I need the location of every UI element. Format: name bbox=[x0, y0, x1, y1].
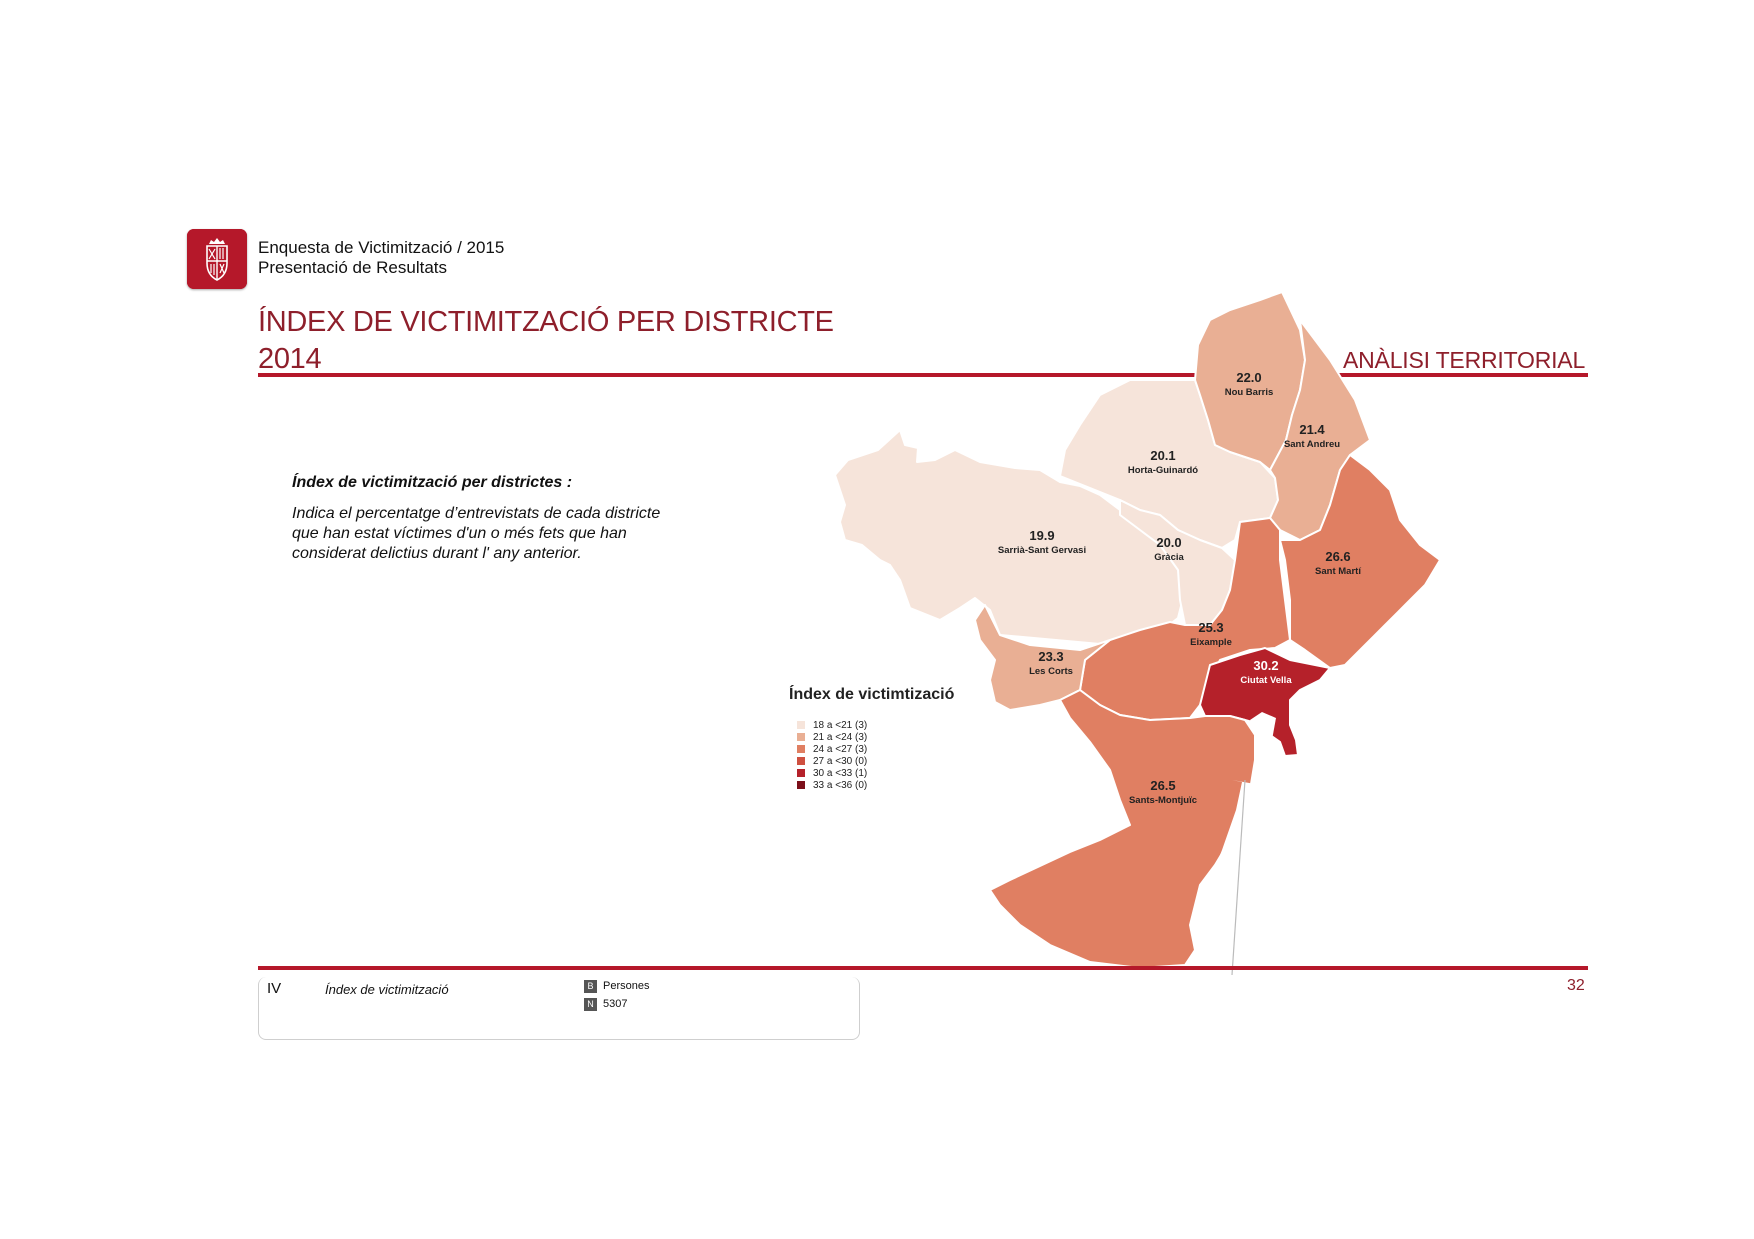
footer-base: B Persones bbox=[584, 980, 649, 993]
section-label: ANÀLISI TERRITORIAL bbox=[1343, 347, 1586, 373]
footer-sample: N 5307 bbox=[584, 998, 627, 1011]
legend-swatch bbox=[797, 745, 805, 753]
district-label: Horta-Guinardó bbox=[1128, 465, 1198, 476]
district-sants-montjuic bbox=[989, 689, 1256, 969]
district-nou-barris bbox=[1194, 291, 1306, 471]
page-number: 32 bbox=[1567, 977, 1585, 994]
legend-swatch bbox=[797, 733, 805, 741]
header-rule bbox=[258, 373, 1588, 377]
district-label: Sants-Montjuïc bbox=[1129, 795, 1197, 806]
legend-swatch bbox=[797, 721, 805, 729]
legend-swatch bbox=[797, 769, 805, 777]
district-label: Sarrià-Sant Gervasi bbox=[998, 545, 1086, 556]
district-label: Sant Andreu bbox=[1284, 439, 1340, 450]
definition-title: Índex de victimització per districtes : bbox=[292, 474, 573, 491]
value-label: 26.6 bbox=[1325, 549, 1350, 564]
legend-swatch bbox=[797, 757, 805, 765]
district-label: Les Corts bbox=[1029, 666, 1073, 677]
value-label: 21.4 bbox=[1299, 422, 1325, 437]
district-label: Eixample bbox=[1190, 637, 1232, 648]
value-label: 22.0 bbox=[1236, 370, 1261, 385]
district-label: Ciutat Vella bbox=[1240, 675, 1292, 686]
coat-of-arms-icon bbox=[187, 229, 247, 289]
survey-subtitle: Presentació de Resultats bbox=[258, 258, 447, 277]
footer-section: IV bbox=[267, 980, 282, 997]
value-label: 30.2 bbox=[1253, 658, 1278, 673]
legend-item: 24 a <27 (3) bbox=[797, 744, 867, 756]
district-label: Nou Barris bbox=[1225, 387, 1274, 398]
base-badge: B bbox=[584, 980, 597, 993]
footer-indicator: Índex de victimització bbox=[325, 982, 449, 997]
district-label: Gràcia bbox=[1154, 552, 1184, 563]
value-label: 20.1 bbox=[1150, 448, 1175, 463]
footer-panel bbox=[258, 977, 860, 1040]
legend-item: 21 a <24 (3) bbox=[797, 732, 867, 744]
legend-item: 30 a <33 (1) bbox=[797, 768, 867, 780]
district-label: Sant Martí bbox=[1315, 566, 1361, 577]
page-title-year: 2014 bbox=[258, 343, 322, 375]
value-label: 26.5 bbox=[1150, 778, 1175, 793]
legend-item: 27 a <30 (0) bbox=[797, 756, 867, 768]
legend-item: 18 a <21 (3) bbox=[797, 720, 867, 732]
definition-body: Indica el percentatge d’entrevistats de … bbox=[292, 505, 661, 562]
value-label: 20.0 bbox=[1156, 535, 1181, 550]
legend-item: 33 a <36 (0) bbox=[797, 780, 867, 792]
value-label: 25.3 bbox=[1198, 620, 1223, 635]
city-council-logo bbox=[187, 229, 247, 289]
port-breakwater bbox=[1231, 779, 1246, 976]
district-les-corts bbox=[974, 604, 1111, 711]
value-label: 19.9 bbox=[1029, 528, 1054, 543]
legend-title: Índex de victimtizació bbox=[789, 686, 955, 703]
sample-badge: N bbox=[584, 998, 597, 1011]
survey-title: Enquesta de Victimització / 2015 bbox=[258, 238, 505, 257]
legend-swatch bbox=[797, 781, 805, 789]
value-label: 23.3 bbox=[1038, 649, 1063, 664]
page-title: ÍNDEX DE VICTIMITZACIÓ PER DISTRICTE bbox=[258, 306, 834, 338]
district-sant-marti bbox=[1279, 454, 1441, 669]
footer-rule bbox=[258, 966, 1588, 970]
